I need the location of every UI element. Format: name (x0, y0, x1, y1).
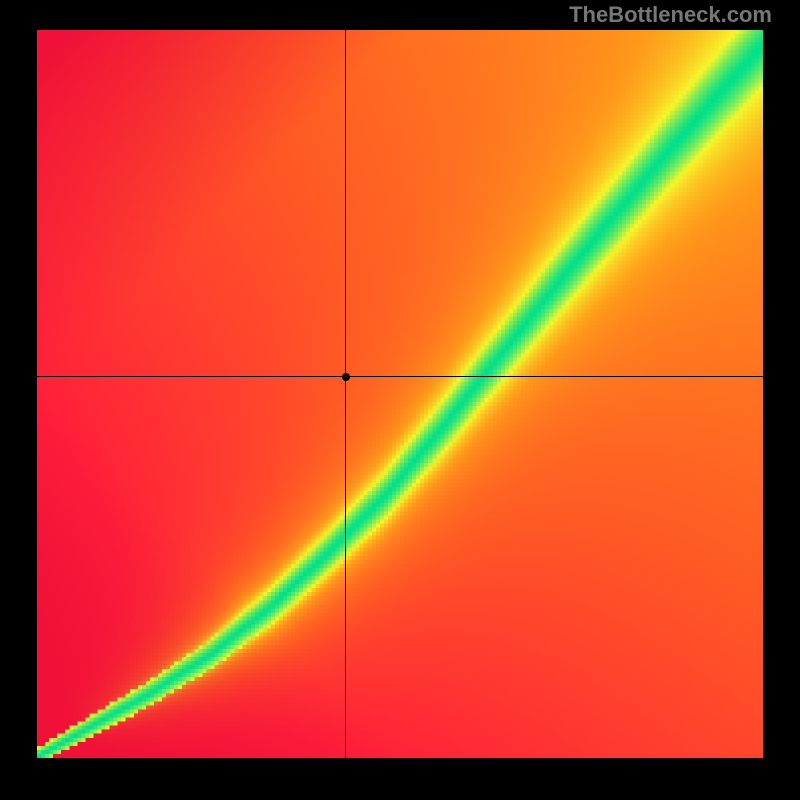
crosshair-vertical (345, 30, 346, 758)
watermark-text: TheBottleneck.com (569, 2, 772, 28)
bottleneck-heatmap (37, 30, 763, 758)
crosshair-horizontal (37, 376, 763, 377)
crosshair-dot (342, 373, 350, 381)
chart-container: TheBottleneck.com (0, 0, 800, 800)
